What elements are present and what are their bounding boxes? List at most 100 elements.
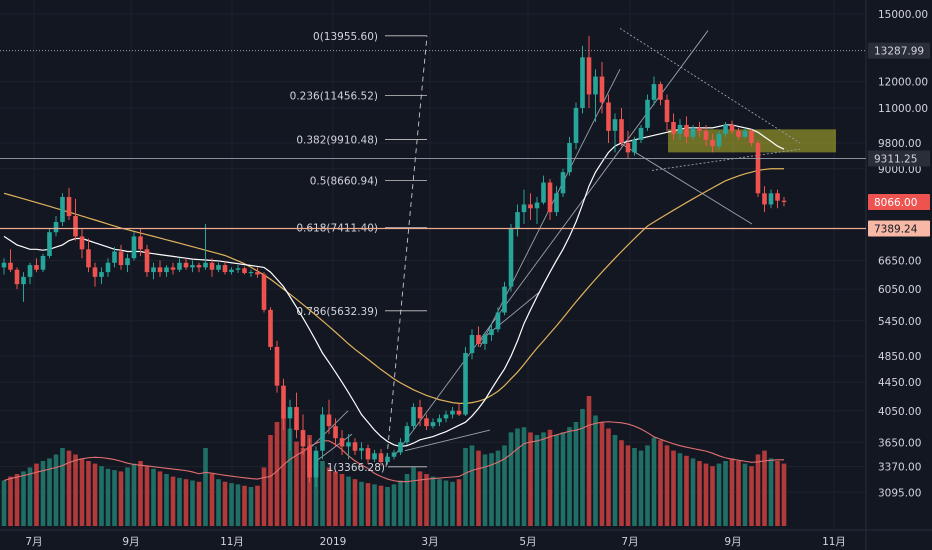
volume-bar [339,474,345,526]
candle-body [456,410,462,415]
volume-bar [99,466,104,526]
candle-body [144,249,150,273]
candle-body [404,426,410,443]
volume-bar [222,481,228,526]
candle-body [255,272,260,275]
candle-body [73,216,78,237]
volume-bar [554,435,559,526]
candle-body [411,407,416,427]
volume-bar [105,468,111,526]
y-tick-label: 15000.00 [878,9,928,21]
candle-body [138,236,143,250]
fib-level-label: 0.786(5632.39) [296,306,378,318]
volume-bar [567,427,572,526]
candle-body [599,76,605,103]
volume-bar [658,440,663,526]
candle-body [768,193,774,205]
y-tick-label: 3370.00 [878,461,921,473]
candle-body [313,450,319,478]
candle-body [268,309,273,347]
volume-bar [391,484,397,526]
volume-bar [170,476,176,526]
candle-body [450,410,455,415]
candle-body [781,200,787,202]
candle-body [437,418,442,423]
candle-body [92,267,98,277]
candle-body [710,139,715,147]
volume-bar [216,479,221,526]
candle-body [736,130,741,137]
volume-bar [755,454,761,526]
price-badges: 13287.99 9311.25 8066.00 7389.24 [868,42,930,237]
volume-bar [385,487,390,526]
volume-bar [742,463,748,526]
breakdown-line [619,142,753,225]
volume-bar [424,474,429,526]
rising-channel-line [394,30,709,456]
candle-body [170,267,176,270]
volume-bar [703,463,709,526]
candle-body [183,262,189,268]
volume-bar [580,409,585,526]
volume-bar [131,463,137,526]
volume-bar [365,483,371,526]
candle-body [723,124,728,134]
candle-body [703,130,709,140]
fib-level-label: 1(3366.28) [327,462,385,474]
candle-body [417,407,423,419]
candle-body [21,276,26,285]
candle-body [690,127,696,137]
candle-body [274,346,280,386]
volume-bar [313,454,319,526]
candle-body [443,414,449,419]
volume-bar [521,427,527,526]
volume-bar [508,432,514,526]
candle-body [716,133,722,147]
candle-body [1,262,7,268]
candle-body [697,127,702,131]
volume-ma [3,421,784,483]
y-tick-label: 11000.00 [878,103,928,115]
x-tick-label: 11月 [220,536,244,548]
candle-body [398,442,403,453]
candle-body [287,407,293,419]
volume-bar [645,445,650,526]
volume-bar [287,428,293,526]
x-tick-label: 5月 [519,536,536,548]
volume-bar [274,422,280,526]
fib-level-label: 0.382(9910.48) [296,135,378,147]
candle-body [476,335,481,344]
x-tick-label: 7月 [25,536,42,548]
volume-bar [729,458,735,526]
volume-bar [346,476,351,526]
volume-bar [151,468,156,526]
volume-bar [209,474,215,526]
volume-bar [268,435,273,526]
fib-level-label: 0.5(8660.94) [310,175,378,187]
candle-body [586,57,592,95]
long-ma-line [3,168,784,404]
candle-body [248,272,254,274]
volume-bar [476,450,481,526]
volume-bar [372,484,377,526]
volume-bar [144,466,150,526]
x-axis: 7月 9月 11月 2019 3月 5月 7月 9月 11月 [25,536,846,548]
volume-bar [261,467,267,526]
candle-body [651,84,657,100]
price-badge-label: 9311.25 [874,153,917,165]
candle-body [307,446,312,478]
y-tick-label: 6050.00 [878,284,921,296]
candle-body [229,269,234,273]
volume-bar [437,479,442,526]
candle-body [502,286,507,313]
volume-bar [671,450,676,526]
volume-bar [495,450,501,526]
candle-body [515,212,520,229]
candle-body [580,57,585,108]
volume-bar [697,461,702,526]
volume-bar [294,441,299,526]
candle-body [645,99,650,128]
volume-bar [716,463,722,526]
candle-body [638,127,644,140]
volume-bar [378,485,384,526]
